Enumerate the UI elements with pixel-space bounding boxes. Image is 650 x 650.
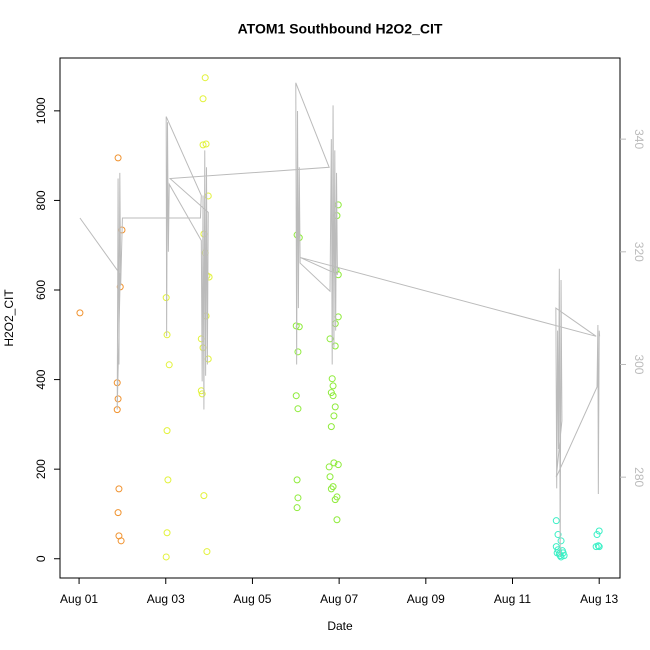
- point: [202, 140, 210, 148]
- point: [331, 496, 339, 504]
- x-tick-label: Aug 11: [494, 592, 531, 606]
- point: [334, 461, 342, 469]
- x-tick-label: Aug 05: [233, 592, 271, 606]
- x-tick-label: Aug 03: [147, 592, 185, 606]
- point: [293, 476, 301, 484]
- point: [163, 529, 171, 537]
- plot-frame: [59, 57, 621, 579]
- x-tick-label: Aug 13: [580, 592, 618, 606]
- y2-tick-label: 320: [632, 242, 646, 262]
- data-line: [79, 82, 601, 557]
- y2-tick-label: 340: [632, 129, 646, 149]
- y-axis-label: H2O2_CIT: [2, 289, 16, 347]
- y-tick-label: 600: [34, 280, 48, 300]
- point: [293, 504, 301, 512]
- x-tick-label: Aug 09: [407, 592, 445, 606]
- point: [203, 548, 211, 556]
- point: [114, 395, 122, 403]
- point: [327, 423, 335, 431]
- y-tick-label: 400: [34, 369, 48, 389]
- y-tick-label: 800: [34, 190, 48, 210]
- chart-title: ATOM1 Southbound H2O2_CIT: [238, 21, 443, 37]
- point: [76, 309, 84, 317]
- point: [595, 543, 603, 551]
- point: [329, 392, 337, 400]
- point: [294, 348, 302, 356]
- point: [198, 390, 206, 398]
- y2-tick-label: 300: [632, 354, 646, 374]
- point: [201, 74, 209, 82]
- y-tick-label: 0: [34, 555, 48, 562]
- point: [199, 95, 207, 103]
- y-tick-label: 1000: [34, 97, 48, 124]
- point: [164, 476, 172, 484]
- y-tick-label: 200: [34, 459, 48, 479]
- point: [114, 154, 122, 162]
- point: [557, 537, 565, 545]
- point: [327, 485, 335, 493]
- point: [326, 473, 334, 481]
- point: [114, 509, 122, 517]
- point: [330, 412, 338, 420]
- point: [325, 463, 333, 471]
- point: [593, 531, 601, 539]
- point: [560, 552, 568, 560]
- point: [117, 537, 125, 545]
- point: [333, 516, 341, 524]
- y2-tick-label: 280: [632, 467, 646, 487]
- point: [330, 459, 338, 467]
- point: [165, 361, 173, 369]
- point: [294, 494, 302, 502]
- point: [115, 485, 123, 493]
- point: [328, 375, 336, 383]
- point: [163, 427, 171, 435]
- point: [552, 517, 560, 525]
- point: [162, 553, 170, 561]
- x-tick-label: Aug 01: [60, 592, 98, 606]
- point: [554, 531, 562, 539]
- point: [292, 392, 300, 400]
- point: [554, 546, 562, 554]
- point: [329, 483, 337, 491]
- point: [200, 492, 208, 500]
- point: [329, 382, 337, 390]
- x-tick-label: Aug 07: [320, 592, 358, 606]
- point: [326, 335, 334, 343]
- x-axis-label: Date: [327, 619, 353, 633]
- point: [331, 403, 339, 411]
- point: [595, 527, 603, 535]
- point: [294, 405, 302, 413]
- point: [592, 543, 600, 551]
- point: [331, 342, 339, 350]
- point: [199, 141, 207, 149]
